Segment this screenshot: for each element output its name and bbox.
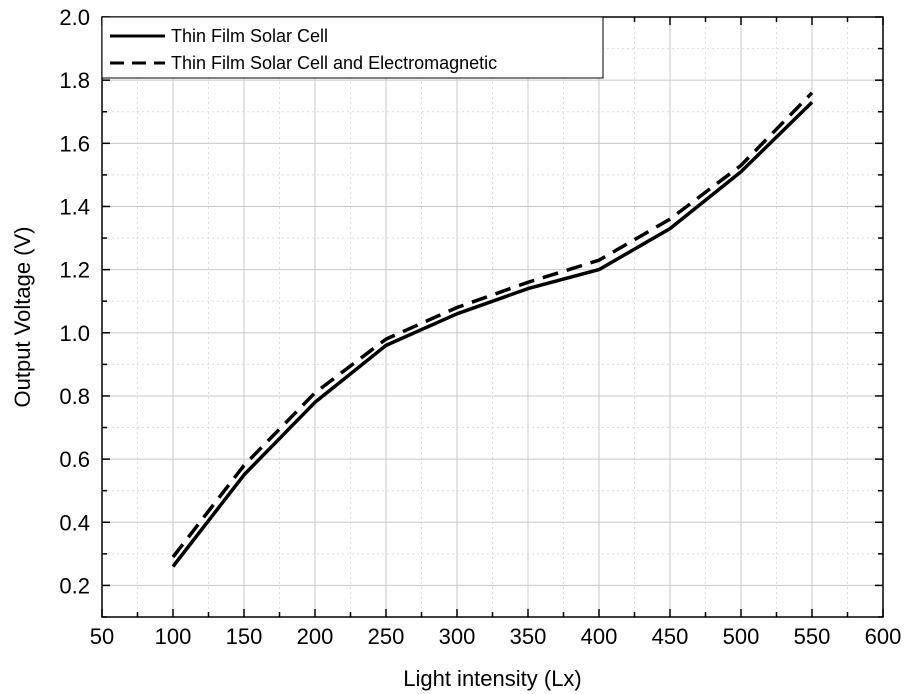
- legend-box: [101, 16, 604, 79]
- y-tick-label: 0.4: [59, 510, 90, 535]
- x-tick-label: 300: [439, 624, 476, 649]
- legend-label-thin-film-em: Thin Film Solar Cell and Electromagnetic: [171, 53, 497, 73]
- series-line-0: [171, 101, 814, 568]
- x-tick-label: 150: [226, 624, 263, 649]
- y-tick-label: 1.8: [59, 68, 90, 93]
- y-tick-label: 0.2: [59, 573, 90, 598]
- y-tick-label: 0.6: [59, 447, 90, 472]
- y-axis-title: Output Voltage (V): [10, 227, 35, 408]
- y-tick-label: 1.0: [59, 321, 90, 346]
- x-tick-label: 250: [368, 624, 405, 649]
- x-tick-label: 550: [794, 624, 831, 649]
- x-tick-label: 400: [581, 624, 618, 649]
- legend-label-thin-film: Thin Film Solar Cell: [171, 26, 328, 46]
- x-tick-label: 500: [723, 624, 760, 649]
- y-tick-label: 1.2: [59, 258, 90, 283]
- x-tick-label: 450: [652, 624, 689, 649]
- series-lines: [171, 91, 814, 568]
- y-tick-label: 0.8: [59, 384, 90, 409]
- y-tick-label: 1.6: [59, 131, 90, 156]
- axis-ticks: [101, 16, 884, 618]
- x-axis-title: Light intensity (Lx): [403, 666, 582, 691]
- y-tick-labels: 0.2 0.4 0.6 0.8 1.0 1.2 1.4 1.6 1.8 2.0: [59, 5, 90, 598]
- x-tick-label: 350: [510, 624, 547, 649]
- grid: [102, 17, 883, 617]
- x-tick-label: 100: [155, 624, 192, 649]
- legend: Thin Film Solar Cell Thin Film Solar Cel…: [101, 16, 604, 79]
- x-tick-labels: 50 100 150 200 250 300 350 400 450 500 550 600: [90, 624, 902, 649]
- x-tick-label: 200: [297, 624, 334, 649]
- x-tick-label: 50: [90, 624, 114, 649]
- y-tick-label: 1.4: [59, 194, 90, 219]
- y-tick-label: 2.0: [59, 5, 90, 30]
- series-line-1: [171, 91, 814, 559]
- x-tick-label: 600: [865, 624, 902, 649]
